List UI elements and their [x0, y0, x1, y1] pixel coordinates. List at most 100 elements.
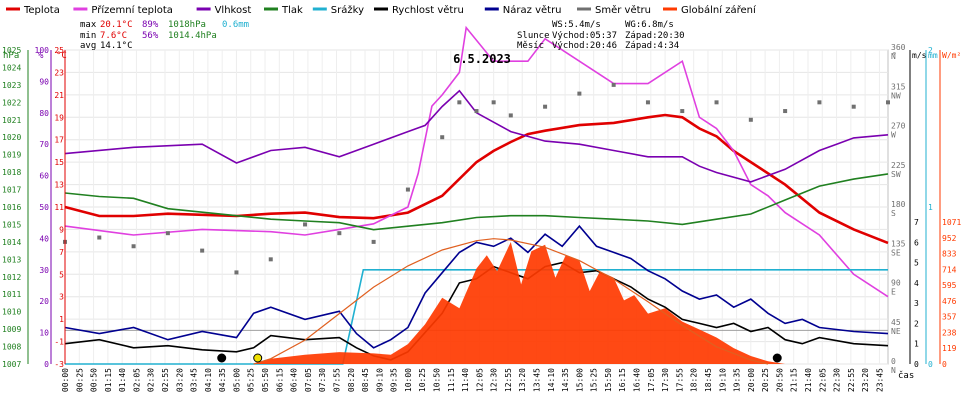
pct-tick-label: 100 — [35, 46, 50, 55]
stats-text: 89% — [142, 20, 159, 30]
legend-label: Srážky — [331, 4, 364, 16]
wm-tick-label: 714 — [942, 265, 957, 274]
deg-tick-dir: SW — [891, 170, 901, 179]
legend-label: Přízemní teplota — [91, 4, 173, 16]
pct-tick-label: 40 — [39, 234, 49, 243]
pct-tick-label: 70 — [39, 140, 49, 149]
time-tick-label: 14:10 — [547, 368, 556, 392]
c-tick-label: 17 — [54, 136, 64, 145]
c-tick-label: 25 — [54, 46, 64, 55]
time-tick-label: 08:20 — [347, 368, 356, 392]
deg-tick-label: 225 — [891, 161, 906, 170]
ms-tick-label: 0 — [914, 360, 919, 369]
ms-tick-label: 5 — [914, 259, 919, 268]
sunrise-marker — [253, 353, 263, 363]
wm-tick-label: 238 — [942, 328, 957, 337]
mm-axis-unit: mm — [928, 51, 938, 60]
time-tick-label: 02:55 — [161, 368, 170, 392]
time-tick-label: 12:30 — [490, 368, 499, 392]
time-tick-label: 17:30 — [661, 368, 670, 392]
wind-speed-text: WS:5.4m/s — [552, 20, 601, 30]
wind-dir-marker — [97, 235, 102, 240]
pct-tick-label: 90 — [39, 77, 49, 86]
time-tick-label: 01:15 — [104, 368, 113, 392]
stats-text: min — [80, 31, 96, 41]
wind-dir-marker — [680, 109, 685, 114]
mm-tick-label: 1 — [928, 203, 933, 212]
wind-gust-text: WG:6.8m/s — [625, 20, 674, 30]
time-tick-label: 17:55 — [675, 368, 684, 392]
time-tick-label: 00:25 — [75, 368, 84, 392]
moon-set-marker — [217, 353, 227, 363]
hpa-tick-label: 1007 — [2, 360, 21, 369]
stats-text: 7.6°C — [100, 31, 127, 41]
hpa-tick-label: 1025 — [2, 46, 21, 55]
stats-text: 56% — [142, 31, 159, 41]
wind-dir-marker — [440, 135, 445, 140]
time-tick-label: 22:05 — [818, 368, 827, 392]
wind-dir-marker — [337, 231, 342, 236]
deg-tick-label: 135 — [891, 239, 906, 248]
c-tick-label: 21 — [54, 91, 64, 100]
wm-tick-label: 595 — [942, 281, 957, 290]
stats-text: 14.1°C — [100, 41, 133, 51]
hpa-tick-label: 1024 — [2, 63, 21, 72]
mm-tick-label: 2 — [928, 46, 933, 55]
deg-tick-label: 270 — [891, 122, 906, 131]
time-tick-label: 18:20 — [690, 368, 699, 392]
time-axis-label: čas — [898, 370, 914, 381]
time-tick-label: 12:55 — [504, 368, 513, 392]
deg-tick-label: 45 — [891, 318, 901, 327]
time-tick-label: 17:05 — [647, 368, 656, 392]
time-tick-label: 05:50 — [261, 368, 270, 392]
series-line-6 — [64, 224, 889, 349]
time-tick-label: 03:45 — [190, 368, 199, 392]
deg-tick-label: 315 — [891, 82, 906, 91]
wind-dir-marker — [165, 231, 170, 236]
time-tick-label: 11:40 — [461, 368, 470, 392]
time-tick-label: 15:25 — [590, 368, 599, 392]
deg-tick-dir: W — [891, 131, 896, 140]
time-tick-label: 15:50 — [604, 368, 613, 392]
time-tick-label: 13:20 — [518, 368, 527, 392]
series-line-9 — [253, 238, 769, 365]
deg-tick-dir: E — [891, 288, 896, 297]
wind-dir-marker — [611, 82, 616, 87]
time-tick-label: 10:00 — [404, 368, 413, 392]
c-tick-label: -1 — [54, 338, 64, 347]
wind-dir-marker — [371, 239, 376, 244]
c-tick-label: 11 — [54, 203, 64, 212]
sunrise-text: Východ:05:37 — [552, 31, 617, 41]
deg-tick-dir: SE — [891, 248, 901, 257]
mm-tick-label: 0 — [928, 360, 933, 369]
ms-tick-label: 4 — [914, 279, 919, 288]
hpa-tick-label: 1023 — [2, 81, 21, 90]
pct-tick-label: 50 — [39, 203, 49, 212]
ms-tick-label: 2 — [914, 319, 919, 328]
moonrise-text: Východ:20:46 — [552, 41, 617, 51]
deg-tick-label: 90 — [891, 279, 901, 288]
deg-tick-dir: NE — [891, 327, 901, 336]
hpa-tick-label: 1021 — [2, 116, 21, 125]
time-tick-label: 20:00 — [747, 368, 756, 392]
wm-tick-label: 833 — [942, 250, 957, 259]
wind-dir-marker — [783, 109, 788, 114]
wind-dir-marker — [131, 244, 136, 249]
deg-tick-dir: S — [891, 209, 896, 218]
wind-dir-marker — [645, 100, 650, 105]
hpa-axis-unit: hPa — [3, 51, 19, 61]
c-tick-label: 1 — [59, 315, 64, 324]
hpa-tick-label: 1011 — [2, 290, 21, 299]
hpa-tick-label: 1022 — [2, 98, 21, 107]
c-tick-label: 13 — [54, 181, 64, 190]
time-tick-label: 12:05 — [475, 368, 484, 392]
wind-dir-marker — [474, 109, 479, 114]
time-tick-label: 02:30 — [147, 368, 156, 392]
wind-dir-marker — [234, 270, 239, 275]
deg-axis-unit: ° — [892, 51, 897, 60]
ms-tick-label: 6 — [914, 238, 919, 247]
hpa-tick-label: 1016 — [2, 203, 21, 212]
series-area-8 — [65, 242, 888, 364]
legend-label: Globální záření — [681, 4, 757, 16]
